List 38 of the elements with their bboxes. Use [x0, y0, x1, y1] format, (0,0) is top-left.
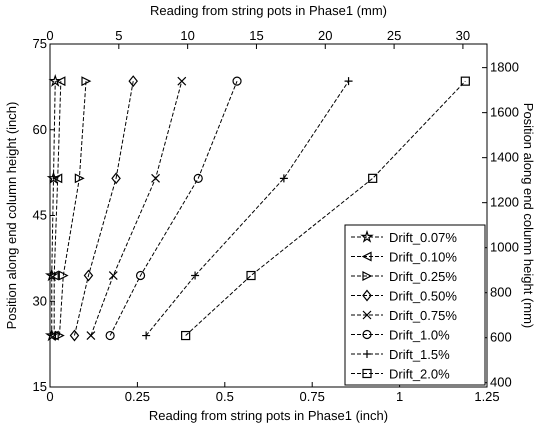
legend-label: Drift_0.75% [389, 308, 458, 323]
x2-tick-label: 0 [46, 28, 54, 43]
y-tick-label: 75 [32, 36, 47, 51]
y-axis-title: Position along end column height (inch) [4, 102, 19, 330]
y2-axis-title: Position along end column height (mm) [521, 102, 536, 328]
x-axis-title: Reading from string pots in Phase1 (inch) [148, 408, 388, 423]
y2-tick-label: 1400 [490, 150, 519, 165]
y-tick-label: 15 [32, 379, 47, 394]
legend-label: Drift_0.07% [389, 230, 458, 245]
y2-tick-label: 600 [490, 330, 512, 345]
y2-tick-label: 1200 [490, 194, 519, 210]
x-tick-label: 0.25 [124, 389, 150, 404]
y-tick-label: 30 [32, 293, 47, 308]
x2-tick-label: 5 [115, 28, 122, 43]
x2-tick-label: 25 [386, 28, 402, 43]
legend-label: Drift_2.0% [389, 366, 450, 382]
x2-tick-label: 15 [249, 28, 264, 43]
y2-tick-label: 1000 [490, 240, 519, 255]
y2-tick-label: 1600 [490, 104, 519, 120]
x-tick-label: 1 [396, 389, 404, 404]
x-tick-label: 0.5 [216, 389, 234, 404]
x2-tick-label: 10 [180, 28, 195, 43]
y2-tick-label: 800 [490, 284, 512, 300]
legend-label: Drift_1.5% [389, 347, 450, 362]
x-tick-label: 1.25 [474, 389, 500, 404]
x2-axis-title: Reading from string pots in Phase1 (mm) [150, 3, 387, 18]
y-tick-label: 45 [32, 208, 47, 222]
x2-tick-label: 30 [456, 28, 470, 43]
x2-tick-label: 20 [318, 28, 333, 43]
y-tick-label: 60 [32, 122, 47, 137]
legend-label: Drift_1.0% [389, 328, 450, 342]
y2-tick-label: 1800 [490, 60, 519, 75]
legend-label: Drift_0.10% [389, 250, 458, 264]
x-tick-label: 0 [46, 389, 54, 404]
x-tick-label: 0.75 [300, 389, 325, 404]
legend-label: Drift_0.50% [389, 288, 458, 304]
legend-label: Drift_0.25% [389, 269, 458, 284]
y2-tick-label: 400 [490, 374, 512, 390]
